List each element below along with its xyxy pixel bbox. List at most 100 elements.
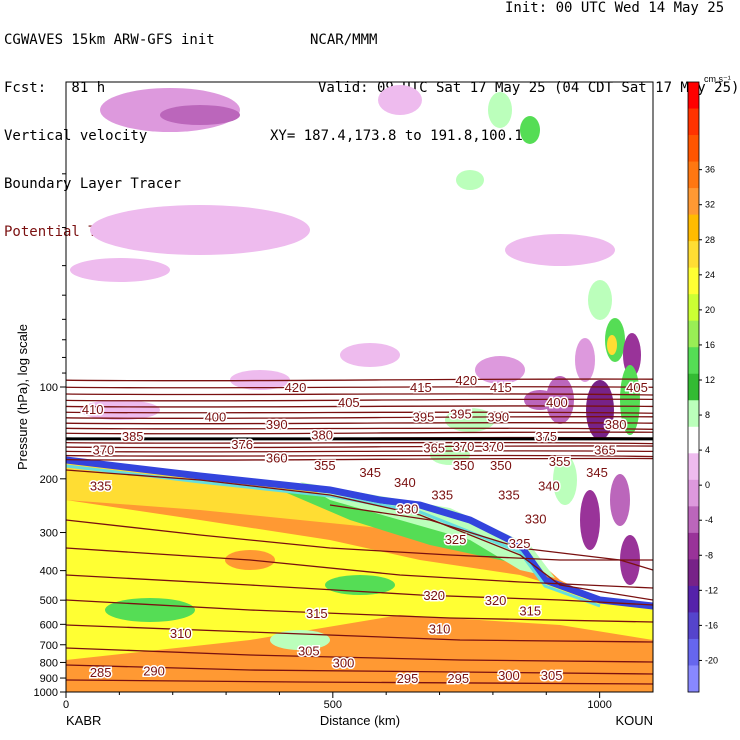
y-tick-label: 900 [40,673,58,685]
theta-label: 380 [605,417,627,432]
colorbar-tick-label: 28 [705,235,715,245]
theta-line [66,547,653,589]
colorbar-swatch [688,267,699,295]
theta-line [66,386,653,389]
colorbar-swatch [688,82,699,110]
theta-label: 415 [490,380,512,395]
colorbar-unit: cm s⁻¹ [704,74,731,84]
theta-label: 400 [205,410,227,425]
colorbar-swatch [688,294,699,322]
y-tick-label: 400 [40,566,58,578]
theta-label: 330 [525,512,547,527]
theta-line [66,421,653,425]
colorbar-swatch [688,320,699,348]
theta-label: 405 [338,395,360,410]
header-valid-time: Valid: 09 UTC Sat 17 May 25 (04 CDT Sat … [318,80,740,96]
theta-label: 335 [90,478,112,493]
header-center: NCAR/MMM Valid: 09 UTC Sat 17 May 25 (04… [270,0,739,160]
theta-line [66,664,653,675]
theta-line [66,393,653,396]
theta-label: 340 [394,475,416,490]
colorbar-swatch [688,612,699,640]
colorbar-swatch [688,108,699,136]
colorbar-swatch [688,506,699,534]
theta-line [66,647,653,663]
header-model-title: CGWAVES 15km ARW-GFS init [4,32,215,48]
colorbar-swatch [688,241,699,269]
theta-label: 295 [447,671,469,686]
colorbar-swatch [688,135,699,163]
theta-label: 310 [170,626,192,641]
colorbar-tick-label: -8 [705,550,713,560]
colorbar-tick-label: 12 [705,375,715,385]
theta-label: 376 [231,437,253,452]
y-tick-label: 500 [40,595,58,607]
pbl-top-cyan [66,464,601,608]
y-tick-label: 600 [40,619,58,631]
theta-label: 335 [498,487,520,502]
theta-label: 315 [306,606,328,621]
theta-contours [66,378,653,685]
theta-label: 360 [266,450,288,465]
theta-line [66,454,653,458]
colorbar: 36 32 28 24 20 16 12 8 4 0 -4 -8 -12 -16 -20 [687,81,718,693]
colorbar-tick-label: -12 [705,585,718,595]
theta-label: 300 [498,668,520,683]
theta-label: 345 [586,465,608,480]
theta-label: 415 [410,380,432,395]
y-axis-label: Pressure (hPa), log scale [15,324,30,470]
colorbar-swatch [688,347,699,375]
colorbar-tick-label: 24 [705,270,715,280]
colorbar-swatch [688,161,699,189]
theta-label: 395 [413,410,435,425]
theta-label: 320 [423,588,445,603]
theta-label: 345 [359,465,381,480]
theta-label: 390 [266,417,288,432]
theta-label: 325 [445,532,467,547]
theta-label: 410 [82,402,104,417]
theta-line [66,679,653,685]
x-tick-label: 0 [63,699,69,711]
theta-label: 295 [397,671,419,686]
theta-line [329,504,653,571]
shading-layer [66,85,653,692]
theta-line [66,599,653,623]
colorbar-tick-label: 16 [705,340,715,350]
theta-line [66,519,653,561]
y-tick-label: 1000 [34,687,58,699]
x-tick-label: 1000 [587,699,611,711]
theta-line [66,624,653,643]
theta-label: 390 [487,410,509,425]
x-tick-label: 500 [324,699,342,711]
colorbar-tick-label: 32 [705,200,715,210]
colorbar-tick-label: -16 [705,620,718,630]
theta-label: 340 [538,478,560,493]
theta-line [66,427,653,430]
y-tick-label: 100 [40,382,58,394]
theta-label: 355 [314,458,336,473]
y-axis: 100 200 300 400 500 600 700 800 900 1000 [34,173,66,699]
theta-label: 380 [311,427,333,442]
colorbar-swatch [688,585,699,613]
theta-label: 370 [453,439,475,454]
y-tick-label: 200 [40,474,58,486]
header-forecast-hour: Fcst: 81 h [4,80,106,96]
colorbar-tick-label: 4 [705,445,710,455]
header-xy-range: XY= 187.4,173.8 to 191.8,100.1 [270,128,523,144]
colorbar-swatch [688,426,699,454]
colorbar-swatch [688,479,699,507]
header-init-time: Init: 00 UTC Wed 14 May 25 [505,0,725,16]
colorbar-frame [687,81,700,693]
theta-label: 285 [90,665,112,680]
header-field-vertical-velocity: Vertical velocity [4,128,148,144]
header-field-tracer: Boundary Layer Tracer [4,176,182,192]
theta-label: 365 [423,441,445,456]
colorbar-swatch [688,638,699,666]
theta-line [66,450,653,453]
theta-label: 370 [482,439,504,454]
theta-label: 420 [455,373,477,388]
theta-line [66,574,653,606]
colorbar-swatch [688,188,699,216]
x-axis-label: Distance (km) [320,713,400,728]
